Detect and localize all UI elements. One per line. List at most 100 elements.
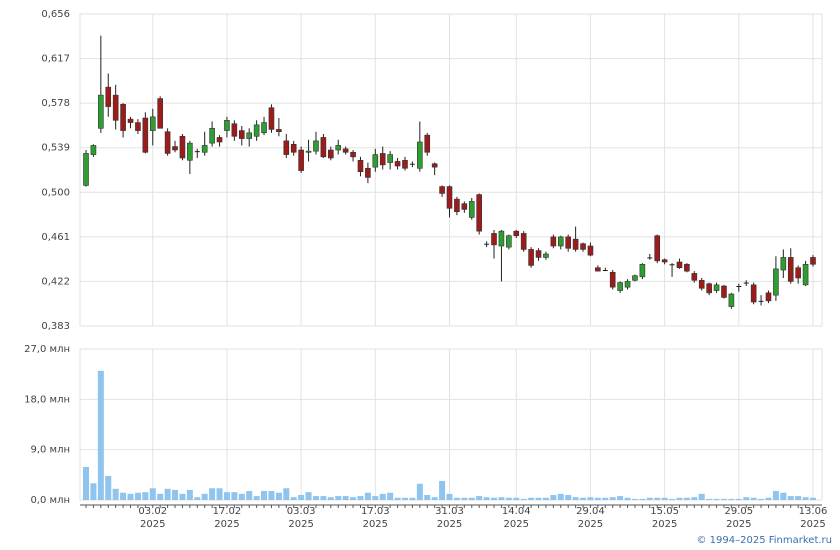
volume-bar bbox=[602, 497, 609, 500]
candle-body bbox=[572, 238, 579, 250]
y-tick-label: 18,0 млн bbox=[24, 394, 70, 405]
candle-body bbox=[90, 145, 97, 155]
candle-body bbox=[187, 142, 193, 161]
volume-bar bbox=[691, 497, 698, 500]
candle-body bbox=[528, 249, 534, 266]
volume-bar bbox=[468, 497, 475, 500]
volume-bar bbox=[624, 497, 631, 500]
candle-body bbox=[238, 130, 245, 139]
volume-bar bbox=[594, 497, 601, 500]
volume-bar bbox=[720, 498, 727, 500]
candle-body bbox=[357, 159, 364, 173]
candle-body bbox=[713, 284, 720, 291]
volume-bar bbox=[676, 497, 683, 500]
candle-body bbox=[743, 282, 749, 284]
x-tick-label: 15.05 2025 bbox=[650, 506, 679, 530]
volume-bar bbox=[97, 370, 104, 500]
volume-bar bbox=[209, 488, 216, 500]
candle-body bbox=[780, 257, 787, 271]
candle-body bbox=[105, 86, 112, 107]
candle-body bbox=[802, 263, 809, 286]
volume-bar bbox=[335, 496, 342, 500]
candle-body bbox=[298, 149, 304, 171]
plot-area bbox=[79, 348, 823, 501]
volume-bar bbox=[320, 496, 327, 500]
volume-bar bbox=[639, 498, 646, 500]
candle-body bbox=[691, 273, 698, 281]
candle-body bbox=[580, 243, 586, 250]
volume-bar bbox=[246, 491, 253, 500]
candle-body bbox=[602, 270, 608, 271]
volume-bar bbox=[728, 498, 735, 500]
volume-bar bbox=[268, 491, 275, 500]
candle-body bbox=[379, 153, 386, 166]
credit: © 1994–2025 Finmarket.ru bbox=[696, 535, 832, 546]
candle-body bbox=[736, 286, 742, 287]
volume-bar bbox=[90, 483, 97, 500]
y-tick-label: 0,383 bbox=[41, 321, 70, 332]
volume-bar bbox=[572, 497, 579, 500]
volume-bar bbox=[424, 494, 431, 500]
y-tick-label: 0,578 bbox=[41, 98, 70, 109]
candle-body bbox=[698, 279, 705, 289]
candle-body bbox=[676, 261, 683, 269]
x-tick-label: 29.05 2025 bbox=[724, 506, 754, 530]
candle-body bbox=[550, 236, 557, 247]
volume-bar bbox=[401, 497, 408, 500]
candle-body bbox=[350, 151, 356, 158]
volume-bar bbox=[387, 492, 394, 500]
volume-bar bbox=[164, 488, 171, 500]
candle-body bbox=[476, 194, 482, 232]
candle-body bbox=[424, 134, 431, 153]
candle-body bbox=[639, 263, 646, 278]
volume-bar bbox=[713, 498, 720, 500]
candle-body bbox=[684, 263, 690, 272]
volume-bar bbox=[802, 497, 809, 500]
candle-body bbox=[127, 118, 134, 123]
volume-bar bbox=[194, 497, 201, 500]
candle-body bbox=[632, 275, 638, 281]
candle-body bbox=[535, 250, 542, 258]
candle-body bbox=[431, 163, 438, 168]
y-tick-label: 0,422 bbox=[41, 276, 70, 287]
volume-bar bbox=[134, 492, 141, 500]
y-tick-label: 0,500 bbox=[41, 187, 70, 198]
candle-body bbox=[587, 245, 594, 256]
candle-body bbox=[439, 186, 445, 194]
candle-body bbox=[194, 151, 200, 153]
x-tick-label: 03.03 2025 bbox=[286, 506, 316, 530]
volume-bar bbox=[275, 492, 282, 500]
candle-body bbox=[654, 235, 661, 262]
volume-bar bbox=[750, 497, 757, 500]
volume-bar bbox=[498, 497, 505, 500]
x-tick-label: 17.02 2025 bbox=[212, 506, 242, 530]
x-tick-label: 13.06 2025 bbox=[798, 506, 828, 530]
volume-bar bbox=[112, 488, 119, 500]
volume-bar bbox=[631, 498, 638, 500]
candle-body bbox=[305, 150, 312, 153]
volume-bar bbox=[520, 498, 527, 500]
candle-body bbox=[565, 236, 571, 249]
candle-body bbox=[142, 117, 149, 153]
candle-body bbox=[179, 135, 186, 159]
candle-body bbox=[135, 122, 141, 131]
x-tick-label: 17.03 2025 bbox=[360, 506, 390, 530]
volume-bar bbox=[683, 497, 690, 500]
volume-bar bbox=[327, 497, 334, 500]
candle-body bbox=[484, 243, 490, 245]
volume-bar bbox=[654, 497, 661, 500]
candle-body bbox=[164, 131, 171, 154]
volume-bar bbox=[580, 497, 587, 500]
volume-bar bbox=[186, 489, 193, 500]
volume-bar bbox=[810, 497, 816, 500]
x-tick-label: 14.04 2025 bbox=[501, 506, 531, 530]
volume-bar bbox=[379, 493, 386, 500]
volume-bar bbox=[223, 492, 230, 500]
volume-bar bbox=[735, 498, 742, 500]
candle-body bbox=[372, 154, 379, 168]
y-tick-label: 27,0 млн bbox=[24, 344, 70, 355]
candle-body bbox=[787, 257, 794, 282]
volume-bar bbox=[312, 496, 319, 500]
volume-bar bbox=[743, 497, 750, 500]
